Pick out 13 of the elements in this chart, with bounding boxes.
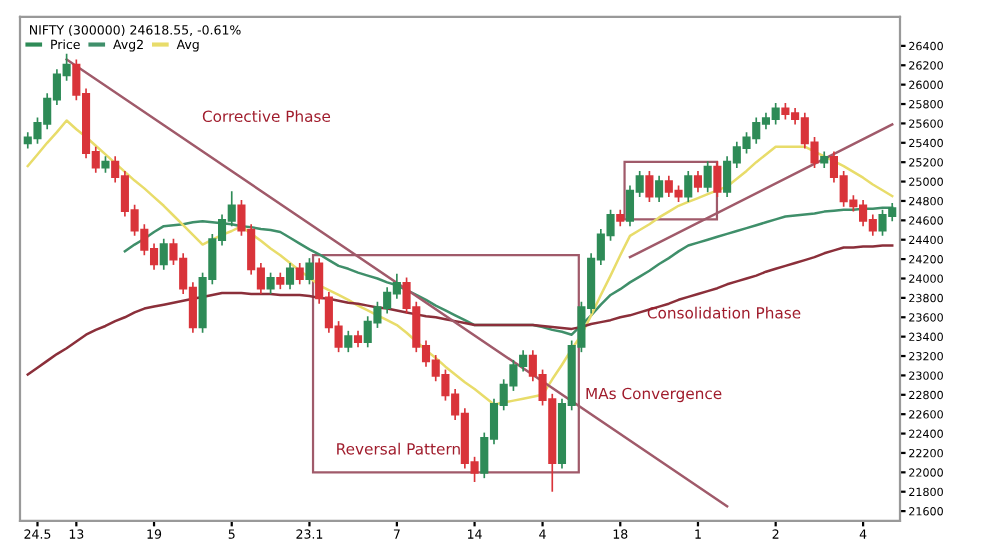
candlestick [305,257,314,286]
candlestick [713,160,722,198]
line-series [26,244,894,376]
candlestick [285,262,295,290]
candlestick [684,170,693,203]
candlestick [344,329,353,353]
candlestick [266,271,275,295]
candlestick [159,237,168,271]
candlestick [703,160,712,194]
candlestick [645,170,654,203]
candlestick [295,262,304,286]
candlestick [693,170,703,194]
candlestick [655,174,664,203]
